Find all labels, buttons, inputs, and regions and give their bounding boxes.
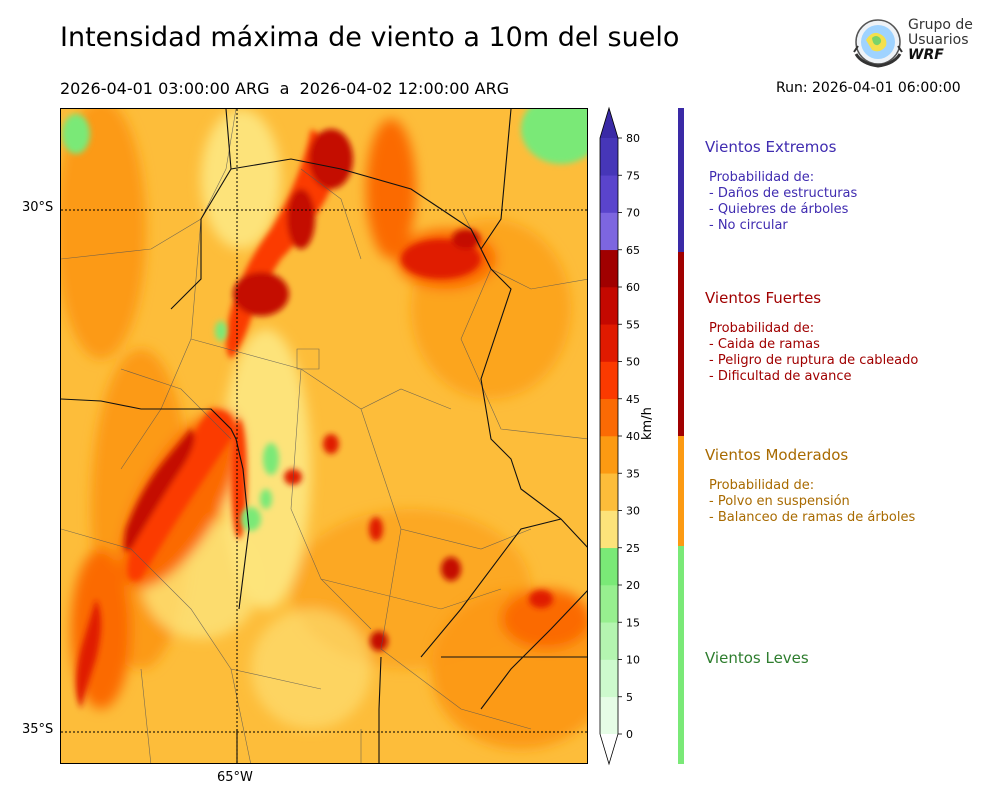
colorbar-segment xyxy=(600,398,618,437)
legend-color-bar xyxy=(678,436,684,546)
colorbar-segment xyxy=(600,249,618,288)
legend-category-title: Vientos Extremos xyxy=(705,138,837,156)
legend-category-title: Vientos Fuertes xyxy=(705,289,822,307)
legend-category-description: Probabilidad de: - Caida de ramas - Peligr… xyxy=(705,321,918,385)
colorbar-segment xyxy=(600,585,618,623)
legend-color-bar xyxy=(678,546,684,764)
wrf-users-logo: Grupo de Usuarios WRF xyxy=(848,16,973,72)
colorbar-tick-label: 70 xyxy=(626,207,640,220)
colorbar-segment xyxy=(600,622,618,660)
logo-line-2: Usuarios xyxy=(908,32,969,48)
colorbar-tick-label: 55 xyxy=(626,318,640,331)
logo-line-1: Grupo de xyxy=(908,17,973,33)
colorbar-segment xyxy=(600,510,618,549)
colorbar-under-extension xyxy=(600,734,618,764)
colorbar-segment xyxy=(600,659,618,698)
legend-color-bar xyxy=(678,108,684,252)
run-timestamp: Run: 2026-04-01 06:00:00 xyxy=(776,80,961,96)
colorbar-over-extension xyxy=(600,108,618,138)
legend-description-line: - Balanceo de ramas de árboles xyxy=(709,510,916,525)
globe-logo-icon xyxy=(853,19,903,68)
legend-description-line: - Daños de estructuras xyxy=(709,186,858,201)
colorbar-segment xyxy=(600,473,618,511)
legend-category: Vientos Moderados Probabilidad de: - Polvo… xyxy=(705,446,915,526)
legend-description-line: Probabilidad de: xyxy=(709,321,815,336)
colorbar: 0 5 10 15 20 25 30 35 40 45 50 55 60 65 70 75 80 xyxy=(599,106,640,766)
legend-color-bar xyxy=(678,252,684,436)
legend-category: Vientos Extremos Probabilidad de: - Daños … xyxy=(705,138,857,234)
legend-category-description: Probabilidad de: - Daños de estructuras - … xyxy=(705,170,857,234)
colorbar-tick-label: 30 xyxy=(626,505,640,518)
wind-map xyxy=(60,108,588,764)
colorbar-unit-label: km/h xyxy=(640,407,655,440)
colorbar-segment xyxy=(600,287,618,325)
legend-category: Vientos Leves xyxy=(705,649,809,667)
logo-line-3: WRF xyxy=(908,47,944,63)
colorbar-segment xyxy=(600,212,618,251)
colorbar-tick-label: 35 xyxy=(626,467,640,480)
wind-field xyxy=(61,109,587,763)
legend-description-line: - Dificultad de avance xyxy=(709,369,852,384)
colorbar-tick-label: 20 xyxy=(626,579,640,592)
legend-category-title: Vientos Leves xyxy=(705,649,809,667)
forecast-period: 2026-04-01 03:00:00 ARG a 2026-04-02 12:… xyxy=(60,79,510,98)
chart-title: Intensidad máxima de viento a 10m del su… xyxy=(60,22,680,53)
colorbar-segment xyxy=(600,436,618,474)
lon-label-65w: 65°W xyxy=(217,770,253,785)
colorbar-tick-label: 0 xyxy=(626,728,633,741)
colorbar-segment xyxy=(600,361,618,400)
colorbar-tick-label: 80 xyxy=(626,132,640,145)
legend-description-line: - No circular xyxy=(709,218,788,233)
legend-description-line: - Polvo en suspensión xyxy=(709,494,850,509)
legend-category-title: Vientos Moderados xyxy=(705,446,849,464)
legend-category-description: Probabilidad de: - Polvo en suspensión - B… xyxy=(705,478,915,526)
colorbar-tick-label: 15 xyxy=(626,616,640,629)
colorbar-tick-label: 10 xyxy=(626,654,640,667)
legend-description-line: - Quiebres de árboles xyxy=(709,202,849,217)
colorbar-tick-label: 5 xyxy=(626,691,633,704)
colorbar-segment xyxy=(600,324,618,362)
colorbar-segment xyxy=(600,696,618,735)
legend-description-line: Probabilidad de: xyxy=(709,170,815,185)
legend-description-line: Probabilidad de: xyxy=(709,478,815,493)
legend-description-line: - Caida de ramas xyxy=(709,337,820,352)
legend-category: Vientos Fuertes Probabilidad de: - Caida d… xyxy=(705,289,918,385)
colorbar-tick-label: 40 xyxy=(626,430,640,443)
colorbar-segment xyxy=(600,175,618,213)
colorbar-tick-label: 65 xyxy=(626,244,640,257)
lat-label-35s: 35°S xyxy=(22,722,54,737)
colorbar-tick-label: 75 xyxy=(626,169,640,182)
colorbar-tick-label: 25 xyxy=(626,542,640,555)
legend-description-line: - Peligro de ruptura de cableado xyxy=(709,353,919,368)
colorbar-tick-label: 60 xyxy=(626,281,640,294)
colorbar-segment xyxy=(600,138,618,176)
colorbar-tick-label: 50 xyxy=(626,356,640,369)
colorbar-tick-label: 45 xyxy=(626,393,640,406)
lat-label-30s: 30°S xyxy=(22,200,54,215)
colorbar-segment xyxy=(600,547,618,586)
